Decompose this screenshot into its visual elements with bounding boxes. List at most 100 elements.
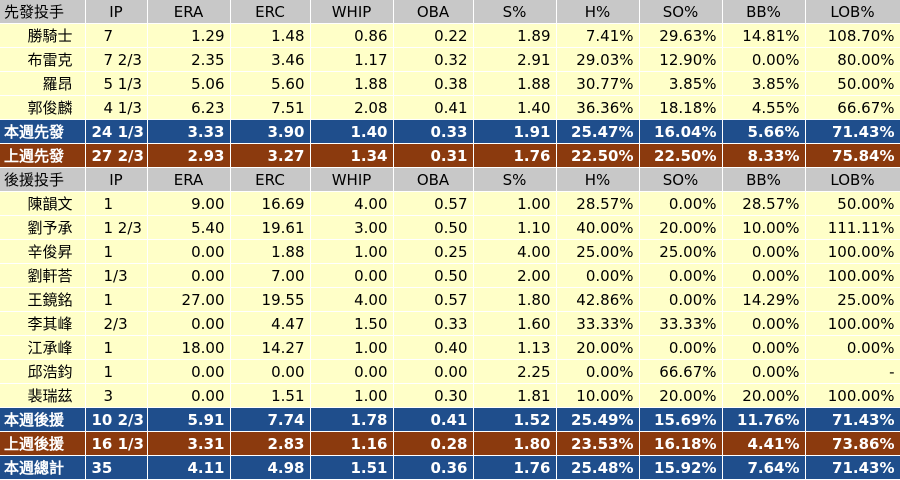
relievers-header-row: 後援投手 IP ERA ERC WHIP OBA S% H% SO% BB% LOB%: [0, 167, 900, 192]
erc-cell: 16.69: [230, 191, 311, 216]
erc-cell: 19.55: [230, 287, 311, 312]
bb-pct-cell: 20.00%: [722, 383, 806, 408]
bb-pct-cell: 8.33%: [722, 143, 806, 168]
bb-pct-cell: 0.00%: [722, 47, 806, 72]
bb-pct-cell: 4.55%: [722, 95, 806, 120]
oba-cell: 0.33: [393, 311, 474, 336]
s-pct-cell: 1.40: [473, 95, 557, 120]
whip-cell: 1.00: [310, 335, 394, 360]
starters-header-row: 先發投手 IP ERA ERC WHIP OBA S% H% SO% BB% LOB%: [0, 0, 900, 24]
table-row: 劉予承 1 2/3 5.40 19.61 3.00 0.50 1.10 40.00% 20.00…: [0, 215, 900, 240]
erc-cell: 19.61: [230, 215, 311, 240]
oba-cell: 0.31: [393, 143, 474, 168]
h-pct-cell: 7.41%: [556, 23, 640, 48]
erc-cell: 1.51: [230, 383, 311, 408]
so-pct-cell: 33.33%: [639, 311, 723, 336]
lob-pct-cell: 71.43%: [805, 119, 900, 144]
table-row: 邱浩鈞 1 0.00 0.00 0.00 0.00 2.25 0.00% 66.67% 0.00%…: [0, 359, 900, 384]
column-header-era: ERA: [147, 0, 231, 24]
bb-pct-cell: 0.00%: [722, 311, 806, 336]
column-header-erc: ERC: [230, 0, 311, 24]
ip-cell: 3: [85, 383, 148, 408]
s-pct-cell: 2.25: [473, 359, 557, 384]
h-pct-cell: 25.49%: [556, 407, 640, 432]
table-row: 郭俊麟 4 1/3 6.23 7.51 2.08 0.41 1.40 36.36% 18.18%…: [0, 95, 900, 120]
starters-last-week-summary-row: 上週先發 27 2/3 2.93 3.27 1.34 0.31 1.76 22.50% 22.5…: [0, 143, 900, 168]
h-pct-cell: 0.00%: [556, 263, 640, 288]
column-header-whip: WHIP: [310, 167, 394, 192]
erc-cell: 3.27: [230, 143, 311, 168]
era-cell: 2.35: [147, 47, 231, 72]
ip-cell: 7 2/3: [85, 47, 148, 72]
table-row: 陳韻文 1 9.00 16.69 4.00 0.57 1.00 28.57% 0.00% 28.5…: [0, 191, 900, 216]
s-pct-cell: 1.76: [473, 143, 557, 168]
whip-cell: 4.00: [310, 287, 394, 312]
column-header-h-pct: H%: [556, 167, 640, 192]
erc-cell: 7.51: [230, 95, 311, 120]
oba-cell: 0.32: [393, 47, 474, 72]
bb-pct-cell: 0.00%: [722, 335, 806, 360]
bb-pct-cell: 14.29%: [722, 287, 806, 312]
so-pct-cell: 12.90%: [639, 47, 723, 72]
lob-pct-cell: 50.00%: [805, 191, 900, 216]
bb-pct-cell: 0.00%: [722, 239, 806, 264]
so-pct-cell: 16.18%: [639, 431, 723, 456]
lob-pct-cell: 108.70%: [805, 23, 900, 48]
s-pct-cell: 1.81: [473, 383, 557, 408]
pitcher-name: 李其峰: [0, 311, 86, 336]
so-pct-cell: 20.00%: [639, 215, 723, 240]
whip-cell: 1.34: [310, 143, 394, 168]
h-pct-cell: 42.86%: [556, 287, 640, 312]
era-cell: 0.00: [147, 239, 231, 264]
lob-pct-cell: 80.00%: [805, 47, 900, 72]
oba-cell: 0.25: [393, 239, 474, 264]
ip-cell: 10 2/3: [85, 407, 148, 432]
so-pct-cell: 3.85%: [639, 71, 723, 96]
whip-cell: 1.50: [310, 311, 394, 336]
h-pct-cell: 25.47%: [556, 119, 640, 144]
lob-pct-cell: -: [805, 359, 900, 384]
erc-cell: 0.00: [230, 359, 311, 384]
bb-pct-cell: 14.81%: [722, 23, 806, 48]
oba-cell: 0.33: [393, 119, 474, 144]
pitcher-name: 本週後援: [0, 407, 86, 432]
pitcher-name: 劉予承: [0, 215, 86, 240]
era-cell: 3.33: [147, 119, 231, 144]
era-cell: 2.93: [147, 143, 231, 168]
bb-pct-cell: 11.76%: [722, 407, 806, 432]
column-header-ip: IP: [85, 167, 148, 192]
era-cell: 0.00: [147, 263, 231, 288]
oba-cell: 0.22: [393, 23, 474, 48]
column-header-so-pct: SO%: [639, 0, 723, 24]
bb-pct-cell: 28.57%: [722, 191, 806, 216]
pitcher-name: 王鏡銘: [0, 287, 86, 312]
so-pct-cell: 29.63%: [639, 23, 723, 48]
relievers-group-title: 後援投手: [0, 167, 86, 192]
so-pct-cell: 0.00%: [639, 191, 723, 216]
erc-cell: 7.00: [230, 263, 311, 288]
so-pct-cell: 0.00%: [639, 287, 723, 312]
bb-pct-cell: 10.00%: [722, 215, 806, 240]
lob-pct-cell: 111.11%: [805, 215, 900, 240]
lob-pct-cell: 100.00%: [805, 311, 900, 336]
ip-cell: 1: [85, 287, 148, 312]
ip-cell: 2/3: [85, 311, 148, 336]
lob-pct-cell: 100.00%: [805, 239, 900, 264]
erc-cell: 4.47: [230, 311, 311, 336]
s-pct-cell: 2.00: [473, 263, 557, 288]
relievers-week-summary-row: 本週後援 10 2/3 5.91 7.74 1.78 0.41 1.52 25.49% 15.6…: [0, 407, 900, 432]
whip-cell: 1.17: [310, 47, 394, 72]
s-pct-cell: 4.00: [473, 239, 557, 264]
erc-cell: 14.27: [230, 335, 311, 360]
pitcher-name: 上週後援: [0, 431, 86, 456]
oba-cell: 0.41: [393, 95, 474, 120]
erc-cell: 2.83: [230, 431, 311, 456]
column-header-oba: OBA: [393, 0, 474, 24]
column-header-lob-pct: LOB%: [805, 0, 900, 24]
pitcher-name: 陳韻文: [0, 191, 86, 216]
ip-cell: 1: [85, 239, 148, 264]
ip-cell: 5 1/3: [85, 71, 148, 96]
h-pct-cell: 10.00%: [556, 383, 640, 408]
lob-pct-cell: 75.84%: [805, 143, 900, 168]
